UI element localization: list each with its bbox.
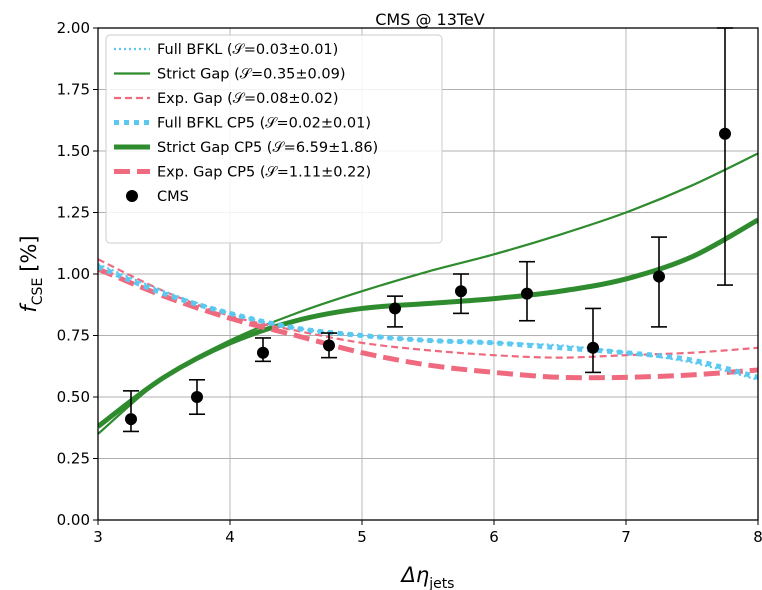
x-tick-label: 8: [753, 528, 762, 546]
x-tick-label: 7: [621, 528, 631, 546]
strict-gap-curve: [98, 152, 758, 435]
cms-data-point: [257, 346, 269, 359]
cms-data-point: [455, 285, 467, 298]
legend-entry: Full BFKL CP5 (𝒮=0.02±0.01): [114, 116, 371, 132]
legend-label: Full BFKL (𝒮=0.03±0.01): [157, 42, 338, 58]
legend-cms-marker: [126, 190, 138, 202]
y-tick-label: 2.00: [57, 19, 90, 37]
y-tick-label: 1.00: [57, 265, 90, 283]
x-axis-title: Δηjets: [400, 563, 455, 590]
chart-title: CMS @ 13TeV: [375, 10, 485, 29]
x-tick-label: 5: [357, 528, 367, 546]
legend-label: Strict Gap CP5 (𝒮=6.59±1.86): [157, 140, 378, 156]
legend-label: Exp. Gap (𝒮=0.08±0.02): [157, 91, 339, 107]
legend-label: Exp. Gap CP5 (𝒮=1.11±0.22): [157, 165, 371, 181]
y-tick-label: 1.50: [57, 142, 90, 160]
y-tick-label: 0.50: [57, 388, 90, 406]
y-tick-label: 1.25: [57, 204, 90, 222]
cms-data-point: [719, 127, 731, 140]
y-tick-label: 0.00: [57, 511, 90, 529]
x-tick-label: 6: [489, 528, 499, 546]
x-tick-label: 4: [225, 528, 235, 546]
y-tick-label: 0.75: [57, 327, 90, 345]
cms-data-point: [521, 287, 533, 300]
cms-data-point: [389, 302, 401, 315]
legend-label: Full BFKL CP5 (𝒮=0.02±0.01): [157, 116, 371, 132]
axis-ticks: 3 4 5 6 7 8 0.00 0.25 0.50 0.75 1.00 1.25 1.50 1.75 2.…: [57, 19, 762, 546]
legend-label: CMS: [157, 189, 189, 205]
cms-data-point: [323, 339, 335, 352]
cms-data-point: [125, 413, 137, 426]
cms-data-point: [653, 270, 665, 283]
full-bfkl-curve: [98, 263, 758, 381]
cms-data-points: [123, 27, 733, 433]
legend: Full BFKL (𝒮=0.03±0.01) Strict Gap (𝒮=0.3…: [105, 34, 443, 244]
legend-entry: Exp. Gap CP5 (𝒮=1.11±0.22): [114, 165, 371, 181]
strict-gap-cp5-curve: [98, 217, 758, 429]
legend-entry: Strict Gap CP5 (𝒮=6.59±1.86): [114, 140, 378, 156]
cms-data-point: [191, 391, 203, 403]
curves: [98, 152, 758, 435]
legend-box: [105, 34, 443, 244]
x-tick-label: 3: [93, 528, 103, 546]
cms-data-point: [587, 341, 599, 354]
y-tick-label: 0.25: [57, 450, 90, 468]
y-axis-title: fCSE[%]: [17, 235, 46, 312]
exp-gap-cp5-curve: [98, 266, 758, 381]
legend-entry: Full BFKL (𝒮=0.03±0.01): [114, 42, 338, 58]
legend-entry: Exp. Gap (𝒮=0.08±0.02): [114, 91, 339, 107]
y-tick-label: 1.75: [57, 81, 90, 99]
legend-entry: Strict Gap (𝒮=0.35±0.09): [114, 67, 346, 83]
legend-label: Strict Gap (𝒮=0.35±0.09): [157, 67, 346, 83]
legend-entry-cms: CMS: [126, 189, 189, 205]
